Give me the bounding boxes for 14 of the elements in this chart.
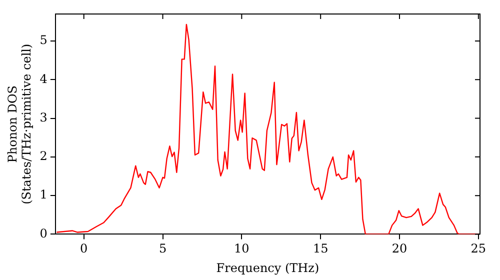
y-tick-label: 4 (40, 72, 48, 86)
y-tick-label: 1 (40, 188, 48, 202)
y-tick-label: 2 (40, 149, 48, 164)
x-axis-title: Frequency (THz) (216, 260, 320, 275)
x-tick-label: 25 (470, 242, 486, 256)
y-axis-title: Phonon DOS (States/THz·primitive cell) (5, 44, 34, 204)
x-tick-label: 10 (234, 242, 250, 256)
x-tick-label: 20 (392, 242, 408, 256)
y-tick-label: 0 (40, 226, 48, 240)
x-tick-label: 15 (312, 242, 328, 256)
x-tick-label: 0 (80, 242, 88, 256)
y-tick-label: 5 (40, 33, 48, 48)
x-tick-label: 5 (158, 242, 167, 256)
y-tick-label: 3 (40, 110, 48, 124)
